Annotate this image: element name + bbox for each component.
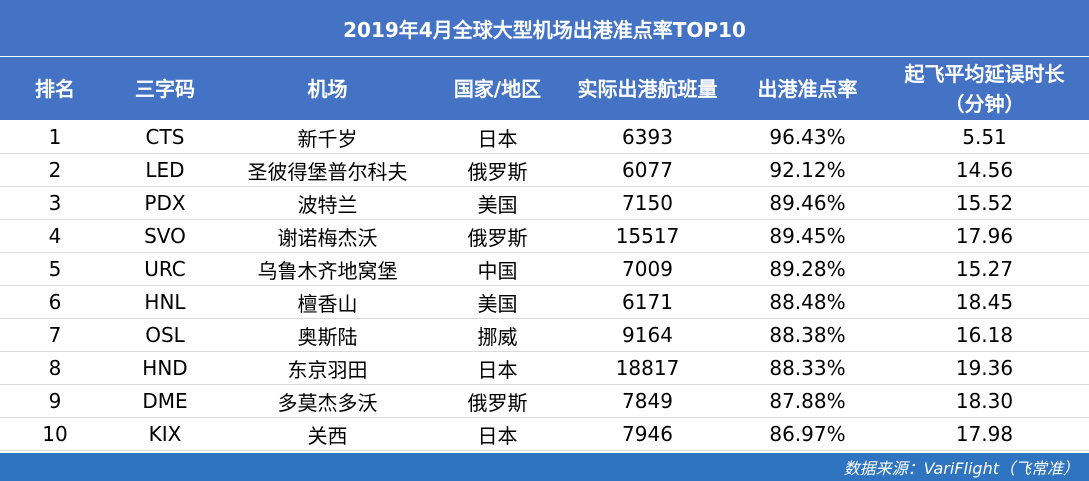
cell-airport: 波特兰 (297, 192, 358, 217)
cell-rank: 9 (48, 389, 62, 413)
table-row: 10 KIX 关西 日本 7946 86.97% 17.98 (0, 418, 1089, 451)
cell-flights: 6393 (622, 125, 673, 149)
table-title: 2019年4月全球大型机场出港准点率TOP10 (0, 0, 1089, 56)
cell-flights: 6077 (622, 158, 673, 182)
cell-rate: 88.33% (769, 356, 846, 380)
cell-rate: 89.45% (769, 224, 846, 248)
cell-code: LED (145, 158, 185, 182)
cell-rate: 89.46% (769, 191, 846, 215)
cell-delay: 16.18 (955, 323, 1014, 347)
cell-rate: 88.48% (769, 290, 846, 314)
cell-airport: 东京羽田 (287, 357, 368, 382)
table-row: 9 DME 多莫杰多沃 俄罗斯 7849 87.88% 18.30 (0, 385, 1089, 418)
cell-country: 日本 (477, 126, 518, 151)
cell-rate: 87.88% (769, 389, 846, 413)
cell-rate: 89.28% (769, 257, 846, 281)
cell-rate: 86.97% (769, 422, 846, 446)
cell-rank: 10 (42, 422, 68, 446)
cell-rank: 3 (48, 191, 62, 215)
cell-delay: 17.96 (955, 224, 1014, 248)
cell-airport: 奥斯陆 (297, 324, 358, 349)
cell-rank: 2 (48, 158, 62, 182)
cell-code: OSL (145, 323, 185, 347)
cell-rate: 92.12% (769, 158, 846, 182)
cell-rank: 7 (48, 323, 62, 347)
cell-country: 挪威 (477, 324, 518, 349)
cell-delay: 18.45 (955, 290, 1014, 314)
cell-code: CTS (145, 125, 185, 149)
table-row: 3 PDX 波特兰 美国 7150 89.46% 15.52 (0, 187, 1089, 220)
cell-country: 中国 (477, 258, 518, 283)
cell-rank: 6 (48, 290, 62, 314)
header-delay-line2: （分钟） (944, 91, 1025, 116)
cell-rate: 88.38% (769, 323, 846, 347)
cell-code: PDX (144, 191, 186, 215)
cell-rank: 5 (48, 257, 62, 281)
cell-rank: 1 (48, 125, 62, 149)
header-row: 排名 三字码 机场 国家/地区 实际出港航班量 出港准点率 起飞平均延误时长 （… (0, 57, 1089, 120)
cell-code: DME (142, 389, 188, 413)
header-rank: 排名 (35, 76, 75, 101)
cell-code: KIX (148, 422, 182, 446)
cell-delay: 17.98 (955, 422, 1014, 446)
cell-rank: 4 (48, 224, 62, 248)
cell-airport: 檀香山 (297, 291, 358, 316)
cell-airport: 谢诺梅杰沃 (277, 225, 378, 250)
header-delay-line1: 起飞平均延误时长 (904, 61, 1065, 86)
cell-rate: 96.43% (769, 125, 846, 149)
cell-flights: 7009 (622, 257, 673, 281)
source-footer: 数据来源：VariFlight（飞常准） (0, 453, 1089, 481)
header-airport: 机场 (307, 76, 348, 101)
header-flights: 实际出港航班量 (577, 76, 718, 101)
cell-airport: 圣彼得堡普尔科夫 (247, 159, 408, 184)
cell-country: 日本 (477, 357, 518, 382)
table-row: 8 HND 东京羽田 日本 18817 88.33% 19.36 (0, 352, 1089, 385)
cell-country: 俄罗斯 (467, 390, 528, 415)
cell-airport: 乌鲁木齐地窝堡 (257, 258, 398, 283)
cell-country: 俄罗斯 (467, 159, 528, 184)
cell-flights: 7150 (622, 191, 673, 215)
table-row: 7 OSL 奥斯陆 挪威 9164 88.38% 16.18 (0, 319, 1089, 352)
cell-code: URC (144, 257, 186, 281)
cell-delay: 5.51 (962, 125, 1007, 149)
cell-delay: 15.27 (955, 257, 1014, 281)
cell-delay: 14.56 (955, 158, 1014, 182)
header-code: 三字码 (135, 76, 195, 101)
cell-code: HNL (144, 290, 186, 314)
cell-country: 美国 (477, 192, 518, 217)
header-country: 国家/地区 (453, 76, 542, 101)
header-delay: 起飞平均延误时长 （分钟） (880, 57, 1089, 120)
header-rate: 出港准点率 (757, 76, 858, 101)
table-row: 2 LED 圣彼得堡普尔科夫 俄罗斯 6077 92.12% 14.56 (0, 154, 1089, 187)
cell-rank: 8 (48, 356, 62, 380)
cell-delay: 18.30 (955, 389, 1014, 413)
cell-country: 美国 (477, 291, 518, 316)
cell-flights: 7946 (622, 422, 673, 446)
cell-flights: 6171 (622, 290, 673, 314)
cell-code: HND (142, 356, 188, 380)
table-row: 4 SVO 谢诺梅杰沃 俄罗斯 15517 89.45% 17.96 (0, 220, 1089, 253)
cell-flights: 15517 (615, 224, 680, 248)
cell-flights: 7849 (622, 389, 673, 413)
cell-flights: 9164 (622, 323, 673, 347)
cell-delay: 15.52 (955, 191, 1014, 215)
cell-airport: 新千岁 (297, 126, 358, 151)
cell-airport: 多莫杰多沃 (277, 390, 378, 415)
cell-country: 俄罗斯 (467, 225, 528, 250)
cell-country: 日本 (477, 423, 518, 448)
cell-airport: 关西 (307, 423, 348, 448)
table-row: 6 HNL 檀香山 美国 6171 88.48% 18.45 (0, 286, 1089, 319)
cell-flights: 18817 (615, 356, 680, 380)
table-row: 1 CTS 新千岁 日本 6393 96.43% 5.51 (0, 121, 1089, 154)
cell-code: SVO (144, 224, 186, 248)
cell-delay: 19.36 (955, 356, 1014, 380)
table-row: 5 URC 乌鲁木齐地窝堡 中国 7009 89.28% 15.27 (0, 253, 1089, 286)
